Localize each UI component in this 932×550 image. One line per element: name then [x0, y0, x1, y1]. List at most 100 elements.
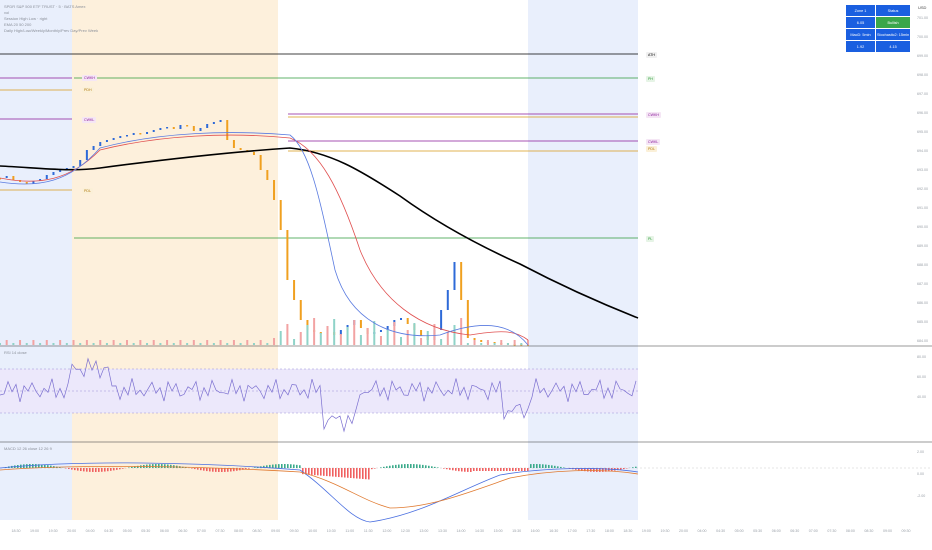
volume-bar — [366, 328, 369, 345]
volume-bar — [132, 343, 135, 345]
price-candle — [219, 120, 222, 122]
macd-histogram-bar — [464, 468, 466, 472]
volume-bar — [400, 337, 403, 345]
macd-histogram-bar — [164, 464, 166, 468]
macd-histogram-bar — [533, 464, 535, 468]
macd-histogram-bar — [449, 468, 451, 470]
time-axis-label: 07:30 — [827, 529, 837, 533]
time-axis-label: 05:30 — [753, 529, 763, 533]
volume-bar — [19, 340, 22, 345]
macd-histogram-bar — [161, 464, 163, 468]
macd-histogram-bar — [593, 468, 595, 472]
time-axis-label: 17:30 — [586, 529, 596, 533]
volume-bar — [279, 331, 282, 345]
macd-histogram-bar — [35, 464, 37, 468]
macd-histogram-bar — [452, 468, 454, 471]
macd-histogram-bar — [290, 464, 292, 468]
volume-bar — [266, 343, 269, 345]
macd-histogram-bar — [272, 464, 274, 468]
price-candle — [92, 146, 95, 150]
macd-histogram-bar — [488, 468, 490, 471]
time-axis-label: 11:00 — [345, 529, 355, 533]
volume-bar — [420, 338, 423, 345]
price-candle — [453, 262, 456, 290]
macd-histogram-bar — [338, 468, 340, 478]
volume-bar — [206, 340, 209, 345]
macd-histogram-bar — [209, 468, 211, 472]
macd-histogram-bar — [620, 468, 622, 470]
price-candle — [420, 330, 423, 336]
macd-axis-label: -2.00 — [917, 494, 926, 498]
macd-histogram-bar — [461, 468, 463, 472]
price-candle — [206, 124, 209, 128]
volume-bar — [446, 332, 449, 345]
price-candle — [166, 127, 169, 129]
volume-bar — [92, 343, 95, 345]
volume-bar — [252, 343, 255, 345]
volume-bar — [172, 343, 175, 345]
macd-histogram-bar — [455, 468, 457, 471]
time-axis-label: 09:30 — [901, 529, 911, 533]
price-candle — [39, 179, 42, 181]
macd-histogram-bar — [158, 464, 160, 468]
macd-histogram-bar — [134, 466, 136, 468]
price-candle — [112, 138, 115, 140]
macd-histogram-bar — [554, 465, 556, 468]
macd-histogram-bar — [236, 468, 238, 471]
price-candle — [125, 135, 128, 137]
price-candle — [279, 200, 282, 230]
time-axis-label: 18:30 — [11, 529, 21, 533]
price-candle — [79, 160, 82, 166]
macd-histogram-bar — [617, 468, 619, 471]
macd-histogram-bar — [470, 468, 472, 472]
ema-blue-line — [0, 132, 529, 346]
price-candle — [119, 136, 122, 138]
macd-histogram-bar — [47, 465, 49, 468]
macd-histogram-bar — [257, 466, 259, 468]
time-axis-label: 14:30 — [475, 529, 485, 533]
price-candle — [252, 152, 255, 155]
rsi-band — [0, 369, 638, 413]
time-axis-label: 16:30 — [549, 529, 559, 533]
status-cell-stoch-label: Stochastic2: 15min — [876, 29, 911, 40]
macd-histogram-bar — [185, 467, 187, 468]
time-axis-label: 04:30 — [716, 529, 726, 533]
macd-histogram-bar — [632, 467, 634, 468]
volume-bar — [433, 324, 436, 345]
volume-bar — [506, 343, 509, 345]
macd-histogram-bar — [215, 468, 217, 472]
time-axis-label: 06:30 — [790, 529, 800, 533]
macd-histogram-bar — [233, 468, 235, 472]
macd-histogram-bar — [581, 468, 583, 471]
price-candle — [72, 166, 75, 168]
macd-histogram-bar — [194, 468, 196, 470]
time-axis-label: 19:30 — [48, 529, 58, 533]
time-axis-label: 17:00 — [567, 529, 577, 533]
volume-bar — [473, 340, 476, 345]
volume-bar — [359, 335, 362, 345]
time-axis-label: 20:00 — [679, 529, 688, 533]
price-axis-label: 700.00 — [917, 35, 928, 39]
macd-histogram-bar — [446, 468, 448, 470]
macd-histogram-bar — [293, 464, 295, 468]
price-axis-label: 688.00 — [917, 263, 928, 267]
macd-histogram-bar — [122, 468, 124, 469]
rsi-axis-label: 40.00 — [917, 395, 926, 399]
macd-histogram-bar — [479, 468, 481, 471]
volume-bar — [246, 340, 249, 345]
price-candle — [359, 320, 362, 328]
macd-histogram-bar — [254, 467, 256, 468]
time-axis-label: 19:00 — [30, 529, 40, 533]
macd-histogram-bar — [431, 466, 433, 468]
price-axis-label: 685.00 — [917, 320, 928, 324]
macd-histogram-bar — [404, 464, 406, 468]
volume-bar — [25, 343, 28, 345]
tag-pl: PL — [646, 236, 655, 242]
macd-histogram-bar — [80, 468, 82, 472]
price-axis-label: 684.00 — [917, 339, 928, 343]
time-axis-label: 08:00 — [845, 529, 855, 533]
volume-bar — [413, 323, 416, 345]
status-cell-bullish: Bullish — [876, 17, 911, 28]
macd-histogram-bar — [623, 468, 625, 470]
